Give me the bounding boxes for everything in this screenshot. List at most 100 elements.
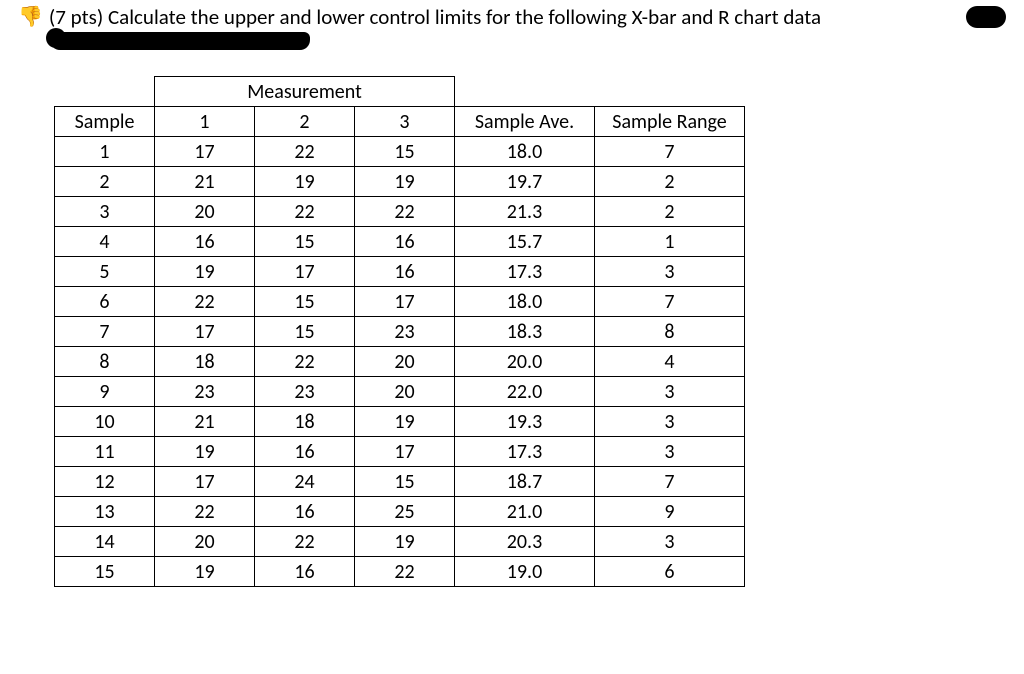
- cell-m1: 20: [155, 527, 255, 557]
- cell-m2: 15: [255, 317, 355, 347]
- cell-m3: 20: [355, 347, 455, 377]
- table-row: 519171617.33: [55, 257, 745, 287]
- col-header-sample: Sample: [55, 107, 155, 137]
- cell-m1: 19: [155, 437, 255, 467]
- table-row: 416151615.71: [55, 227, 745, 257]
- cell-m2: 22: [255, 137, 355, 167]
- thumbs-down-icon: 👎: [18, 7, 43, 27]
- cell-ave: 15.7: [455, 227, 595, 257]
- cell-ave: 17.3: [455, 257, 595, 287]
- cell-m3: 23: [355, 317, 455, 347]
- cell-sample: 3: [55, 197, 155, 227]
- cell-ave: 20.0: [455, 347, 595, 377]
- cell-range: 6: [595, 557, 745, 587]
- cell-m1: 20: [155, 197, 255, 227]
- cell-ave: 18.3: [455, 317, 595, 347]
- cell-range: 3: [595, 437, 745, 467]
- table-row: 117221518.07: [55, 137, 745, 167]
- cell-m2: 15: [255, 287, 355, 317]
- cell-m1: 17: [155, 137, 255, 167]
- cell-m1: 19: [155, 557, 255, 587]
- table-row: 1119161717.33: [55, 437, 745, 467]
- cell-m1: 23: [155, 377, 255, 407]
- cell-range: 8: [595, 317, 745, 347]
- cell-m1: 19: [155, 257, 255, 287]
- annotation-blob-icon: [966, 6, 1006, 28]
- cell-range: 4: [595, 347, 745, 377]
- table-row: 1420221920.33: [55, 527, 745, 557]
- data-table: Measurement Sample 1 2 3 Sample Ave. Sam…: [54, 76, 745, 587]
- cell-range: 2: [595, 197, 745, 227]
- cell-sample: 14: [55, 527, 155, 557]
- cell-m3: 17: [355, 287, 455, 317]
- cell-sample: 10: [55, 407, 155, 437]
- question-text: (7 pts) Calculate the upper and lower co…: [49, 4, 821, 30]
- table-row: Measurement: [55, 77, 745, 107]
- cell-range: 3: [595, 377, 745, 407]
- cell-ave: 18.0: [455, 287, 595, 317]
- col-header-ave: Sample Ave.: [455, 107, 595, 137]
- col-header-m2: 2: [255, 107, 355, 137]
- cell-sample: 12: [55, 467, 155, 497]
- cell-sample: 4: [55, 227, 155, 257]
- table-row: 320222221.32: [55, 197, 745, 227]
- cell-sample: 13: [55, 497, 155, 527]
- table-row: 1217241518.77: [55, 467, 745, 497]
- cell-ave: 18.0: [455, 137, 595, 167]
- cell-range: 3: [595, 407, 745, 437]
- table-row: 1519162219.06: [55, 557, 745, 587]
- cell-m1: 17: [155, 317, 255, 347]
- cell-m2: 23: [255, 377, 355, 407]
- cell-m3: 15: [355, 467, 455, 497]
- table-row: 818222020.04: [55, 347, 745, 377]
- cell-m3: 15: [355, 137, 455, 167]
- table-row: 1021181919.33: [55, 407, 745, 437]
- cell-ave: 19.3: [455, 407, 595, 437]
- table-row: 622151718.07: [55, 287, 745, 317]
- cell-m1: 22: [155, 287, 255, 317]
- cell-range: 7: [595, 467, 745, 497]
- cell-m3: 25: [355, 497, 455, 527]
- cell-m3: 19: [355, 407, 455, 437]
- cell-range: 2: [595, 167, 745, 197]
- cell-m3: 19: [355, 167, 455, 197]
- cell-sample: 15: [55, 557, 155, 587]
- col-header-range: Sample Range: [595, 107, 745, 137]
- cell-m1: 16: [155, 227, 255, 257]
- cell-m2: 16: [255, 557, 355, 587]
- table-row: 1322162521.09: [55, 497, 745, 527]
- cell-range: 7: [595, 287, 745, 317]
- cell-m1: 22: [155, 497, 255, 527]
- cell-range: 3: [595, 527, 745, 557]
- cell-sample: 9: [55, 377, 155, 407]
- cell-m3: 19: [355, 527, 455, 557]
- cell-m2: 24: [255, 467, 355, 497]
- cell-ave: 21.3: [455, 197, 595, 227]
- data-table-wrap: Measurement Sample 1 2 3 Sample Ave. Sam…: [54, 76, 1006, 587]
- cell-m3: 20: [355, 377, 455, 407]
- cell-m1: 21: [155, 167, 255, 197]
- cell-ave: 17.3: [455, 437, 595, 467]
- redaction-mark-icon: [50, 32, 310, 50]
- table-row: 923232022.03: [55, 377, 745, 407]
- question-line: 👎 (7 pts) Calculate the upper and lower …: [18, 4, 1006, 30]
- empty-cell: [55, 77, 155, 107]
- table-row: 221191919.72: [55, 167, 745, 197]
- cell-m3: 16: [355, 227, 455, 257]
- cell-m3: 17: [355, 437, 455, 467]
- cell-m2: 22: [255, 197, 355, 227]
- cell-ave: 19.7: [455, 167, 595, 197]
- cell-m1: 18: [155, 347, 255, 377]
- cell-sample: 1: [55, 137, 155, 167]
- cell-range: 7: [595, 137, 745, 167]
- cell-m1: 21: [155, 407, 255, 437]
- cell-m2: 16: [255, 437, 355, 467]
- cell-m2: 18: [255, 407, 355, 437]
- cell-m3: 22: [355, 557, 455, 587]
- cell-range: 3: [595, 257, 745, 287]
- cell-m1: 17: [155, 467, 255, 497]
- cell-ave: 18.7: [455, 467, 595, 497]
- cell-ave: 20.3: [455, 527, 595, 557]
- table-row: Sample 1 2 3 Sample Ave. Sample Range: [55, 107, 745, 137]
- cell-m2: 17: [255, 257, 355, 287]
